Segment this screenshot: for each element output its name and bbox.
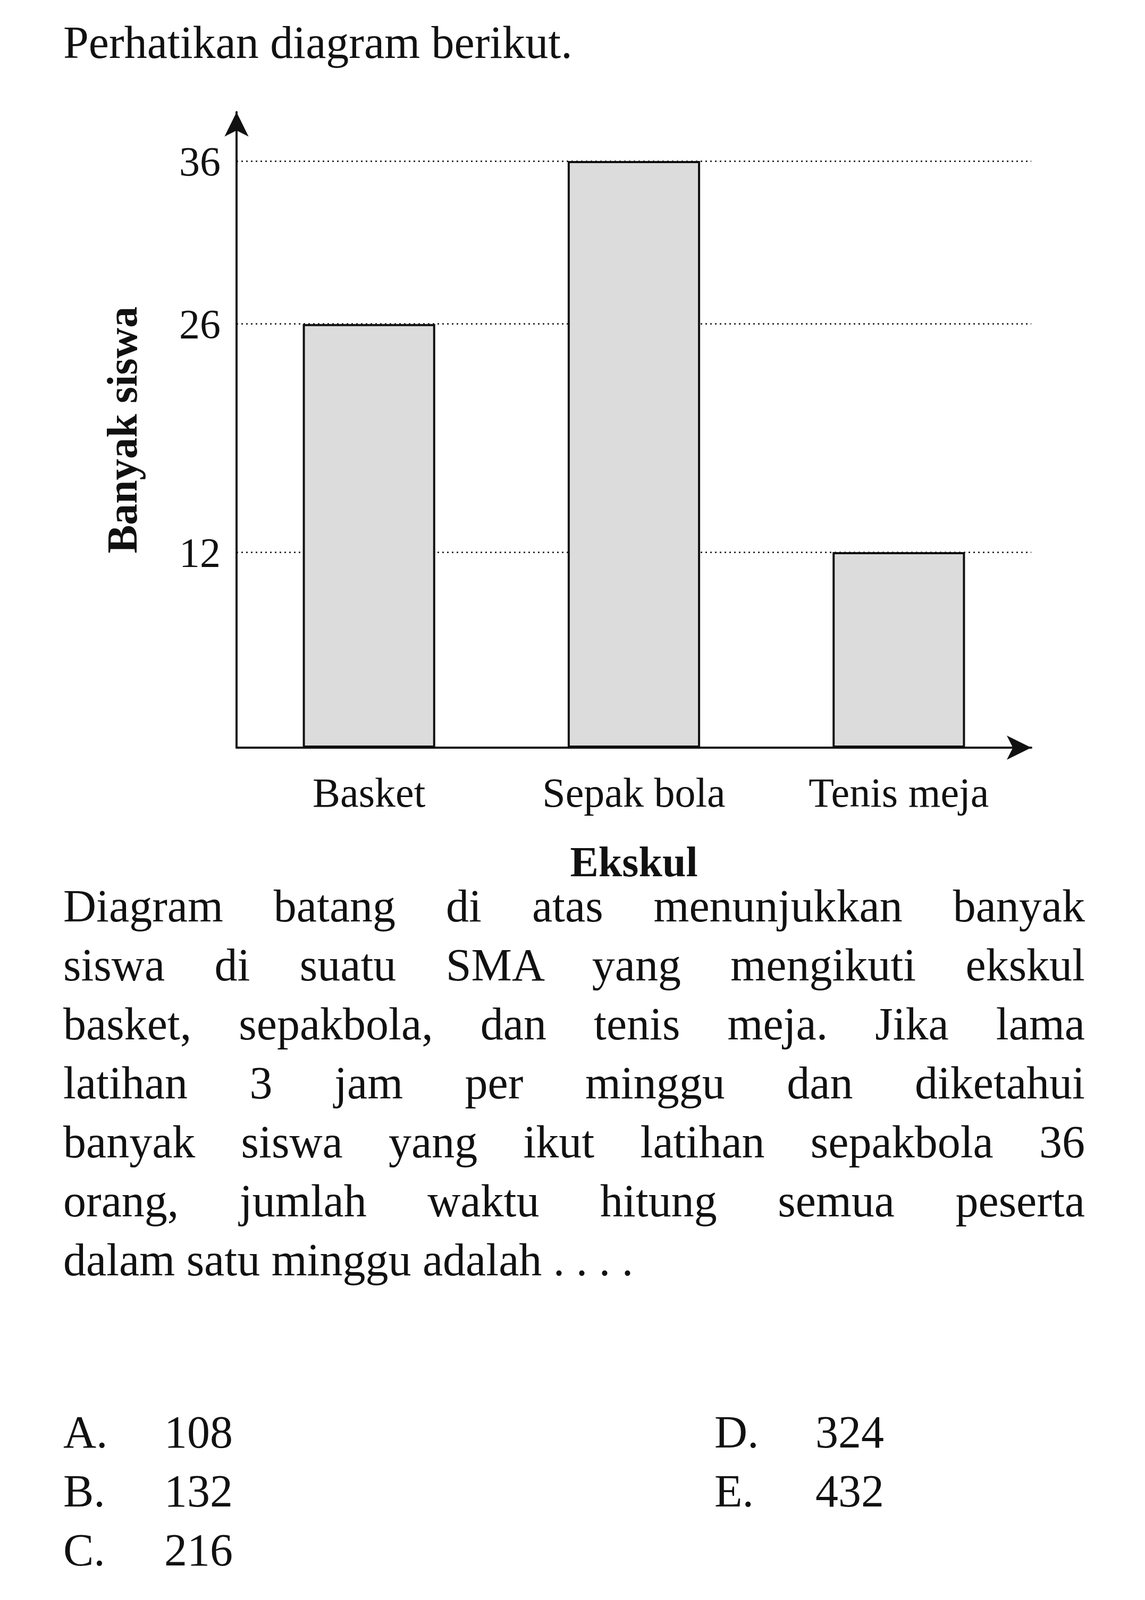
html-text:108: 108 — [164, 1407, 233, 1459]
svg-text:Ekskul: Ekskul — [569, 838, 698, 886]
html-text:Perhatikan diagram berikut.: Perhatikan diagram berikut. — [63, 17, 573, 69]
svg-text:26: 26 — [179, 300, 221, 348]
html-text:A.: A. — [63, 1407, 108, 1459]
html-text:latihan 3 jam per minggu dan d: latihan 3 jam per minggu dan diketahui — [63, 1057, 1085, 1109]
html-text:orang, jumlah waktu hitung sem: orang, jumlah waktu hitung semua peserta — [63, 1175, 1085, 1227]
html-text:basket, sepakbola, dan tenis m: basket, sepakbola, dan tenis meja. Jika … — [63, 998, 1085, 1050]
html-text:E.: E. — [714, 1466, 754, 1518]
svg-text:36: 36 — [179, 138, 221, 185]
html-text:Diagram batang di atas menunju: Diagram batang di atas menunjukkan banya… — [63, 880, 1085, 932]
html-text:D.: D. — [714, 1407, 759, 1459]
svg-text:Basket: Basket — [312, 769, 426, 816]
html-text:432: 432 — [815, 1466, 884, 1518]
html-text:C.: C. — [63, 1525, 106, 1577]
svg-text:Sepak bola: Sepak bola — [542, 769, 726, 816]
html-text:siswa di suatu SMA yang mengik: siswa di suatu SMA yang mengikuti ekskul — [63, 939, 1085, 991]
html-text:324: 324 — [815, 1407, 884, 1459]
svg-text:Tenis meja: Tenis meja — [808, 769, 989, 816]
svg-text:12: 12 — [179, 529, 221, 576]
html-text:B.: B. — [63, 1466, 106, 1518]
html-text:216: 216 — [164, 1525, 233, 1577]
html-text:132: 132 — [164, 1466, 233, 1518]
html-text:dalam satu minggu adalah . . .: dalam satu minggu adalah . . . . — [63, 1234, 634, 1286]
svg-text:Banyak siswa: Banyak siswa — [98, 306, 146, 554]
html-text:banyak siswa yang ikut latihan: banyak siswa yang ikut latihan sepakbola… — [63, 1116, 1085, 1168]
